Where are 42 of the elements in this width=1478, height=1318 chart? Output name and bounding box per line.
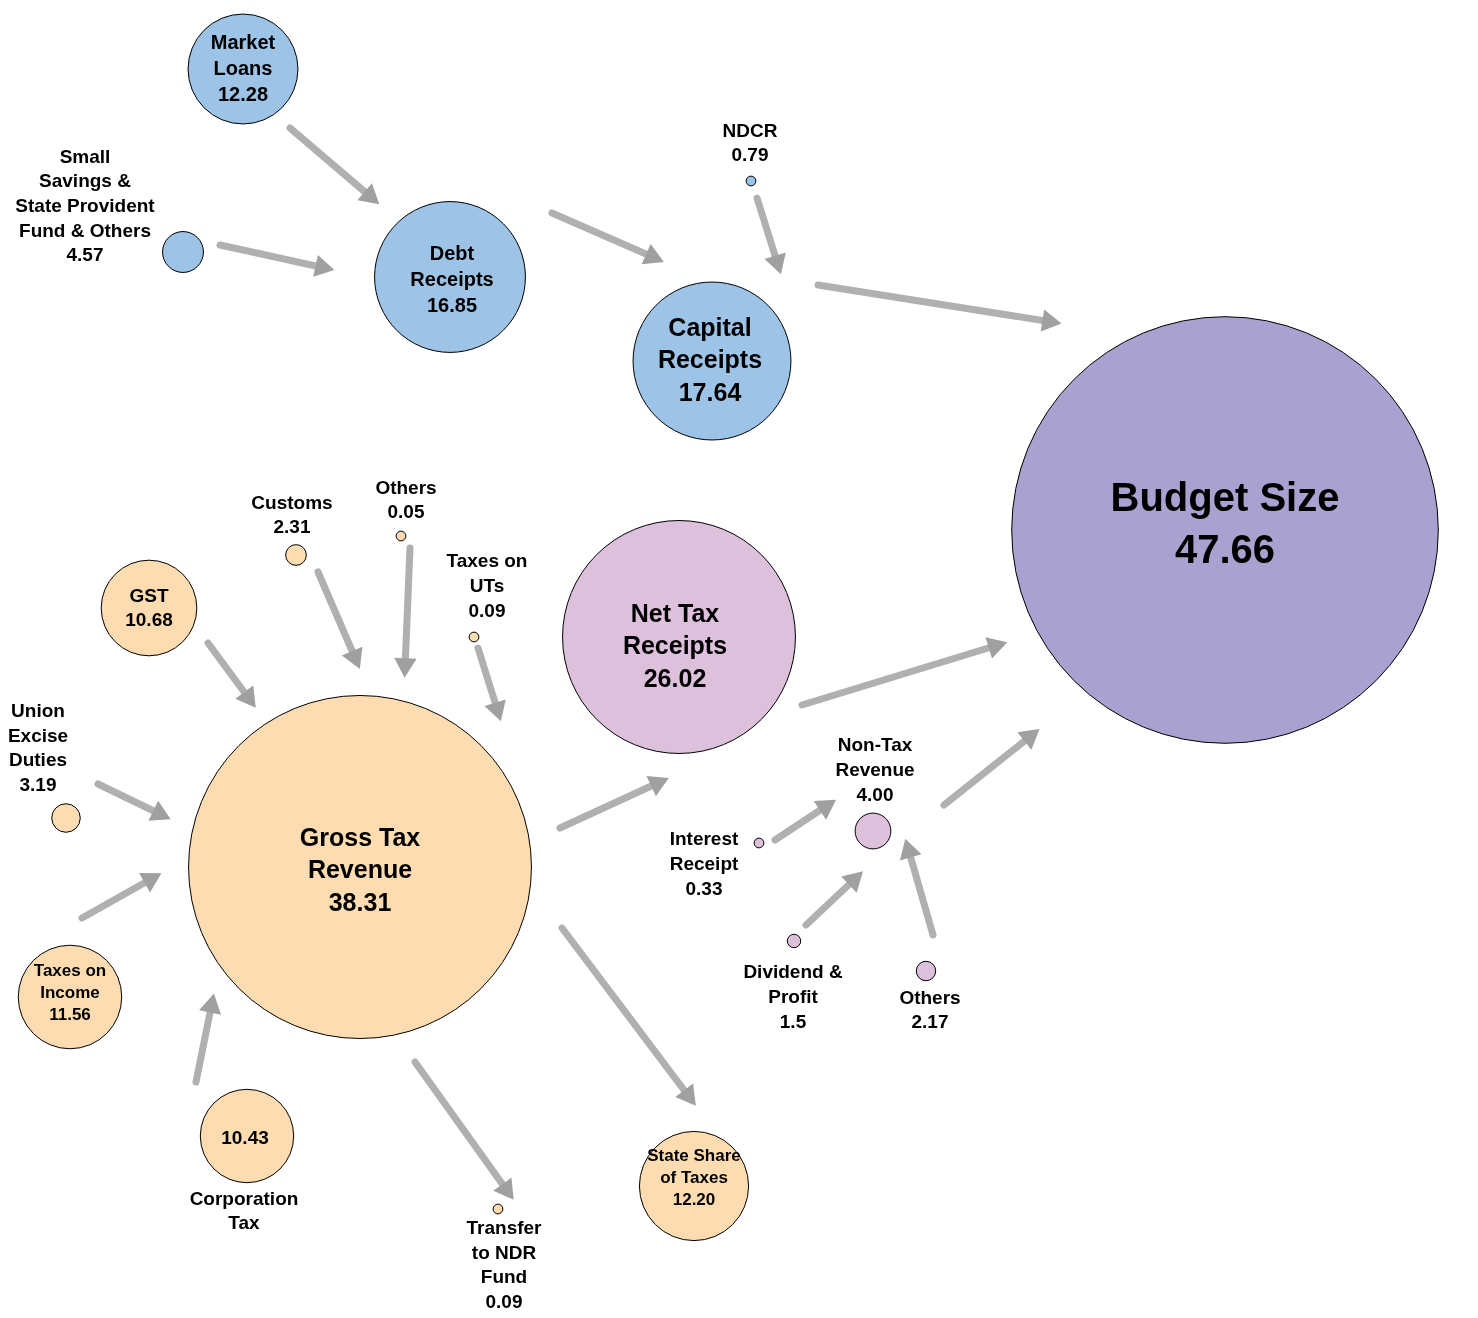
- category-label: Corporation Tax: [189, 1187, 299, 1234]
- data-label: 0.09: [468, 599, 506, 621]
- category-label: Customs: [251, 491, 333, 513]
- category-label: Net Tax Receipts: [622, 598, 728, 659]
- data-label: 4.57: [66, 244, 104, 266]
- category-label: Small Savings & State Provident Fund & Others: [15, 145, 156, 241]
- category-label: Taxes on UTs: [446, 550, 528, 596]
- data-label: 2.17: [911, 1011, 949, 1033]
- category-label: Others: [899, 986, 961, 1008]
- data-label: 12.28: [217, 83, 269, 105]
- data-label: 17.64: [678, 377, 742, 406]
- data-label: 1.5: [779, 1010, 807, 1032]
- data-label: 12.20: [672, 1190, 716, 1210]
- category-label: Taxes on Income: [33, 960, 107, 1002]
- category-label: Union Excise Duties: [7, 699, 69, 771]
- data-label: 0.05: [387, 501, 425, 523]
- category-label: Gross Tax Revenue: [299, 822, 421, 883]
- data-label: 26.02: [643, 663, 707, 692]
- data-label: 10.68: [125, 609, 173, 631]
- category-label: Dividend & Profit: [743, 961, 843, 1007]
- category-label: NDCR: [722, 119, 778, 141]
- category-label: Others: [375, 476, 437, 498]
- data-label: 3.19: [19, 774, 57, 796]
- data-label: 2.31: [273, 516, 311, 538]
- data-label: 47.66: [1174, 527, 1276, 571]
- category-label: Interest Receipt: [669, 828, 739, 874]
- category-label: Capital Receipts: [657, 312, 763, 373]
- data-label: 11.56: [49, 1005, 91, 1025]
- category-label: Non-Tax Revenue: [835, 734, 915, 780]
- category-label: Debt Receipts: [410, 242, 494, 290]
- category-label: Market Loans: [210, 31, 276, 79]
- category-label: State Share of Taxes: [647, 1145, 741, 1187]
- data-label: 10.43: [221, 1127, 269, 1148]
- category-label: Transfer to NDR Fund: [466, 1216, 543, 1288]
- category-label: GST: [129, 584, 169, 606]
- data-label: 4.00: [856, 783, 894, 805]
- data-label: 0.09: [485, 1291, 523, 1313]
- data-label: 38.31: [328, 887, 392, 916]
- data-label: 16.85: [426, 294, 478, 316]
- category-label: Budget Size: [1110, 475, 1340, 519]
- data-label: 0.33: [685, 877, 723, 899]
- data-label: 0.79: [731, 144, 769, 166]
